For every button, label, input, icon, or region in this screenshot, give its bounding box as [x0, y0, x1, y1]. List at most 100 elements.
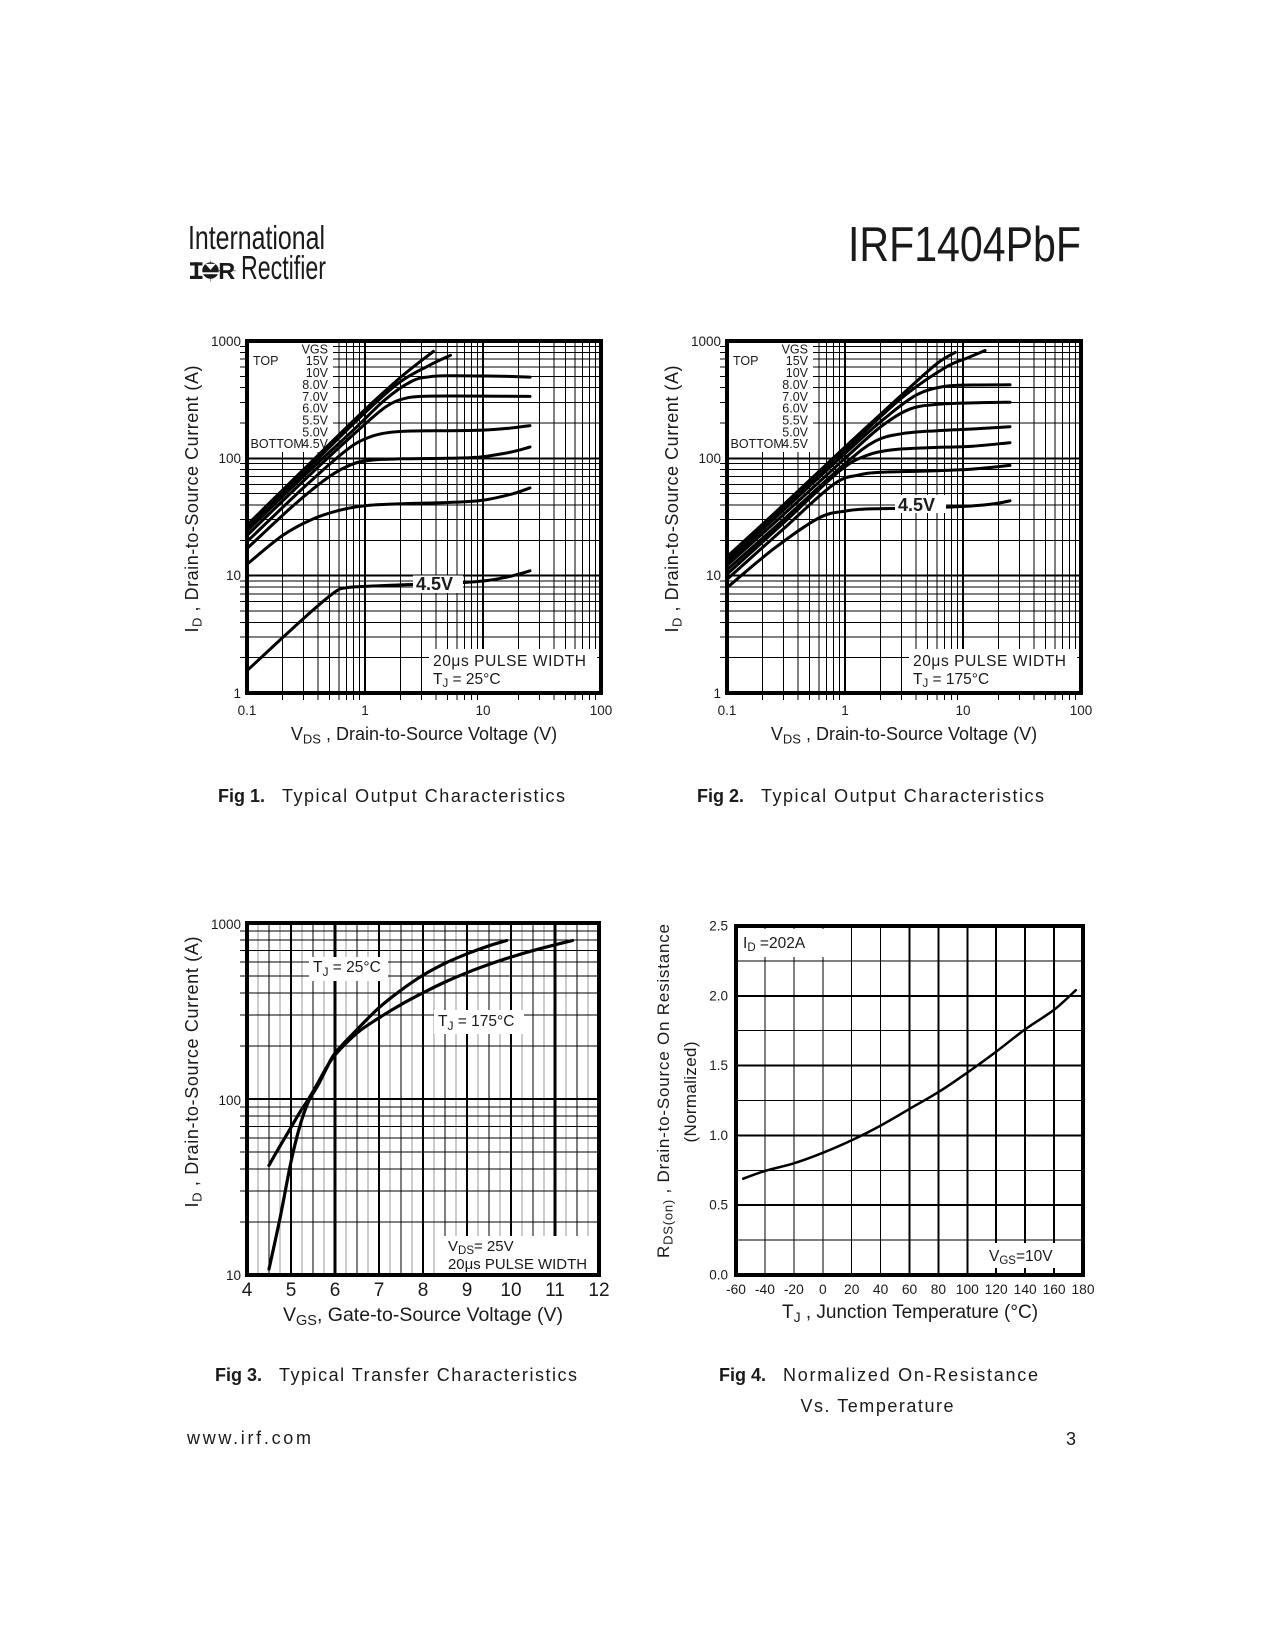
svg-text:Fig 1.: Fig 1.: [218, 786, 265, 806]
svg-text:VGS=10V: VGS=10V: [989, 1248, 1053, 1267]
svg-text:9: 9: [462, 1280, 473, 1301]
svg-text:1: 1: [233, 686, 241, 701]
svg-text:ID , Drain-to-Source Current: ID , Drain-to-Source Current (A): [662, 366, 685, 633]
svg-text:1000: 1000: [211, 917, 241, 932]
svg-text:4: 4: [242, 1280, 253, 1301]
svg-text:4.5V: 4.5V: [416, 574, 453, 594]
svg-text:0.0: 0.0: [709, 1268, 728, 1283]
svg-text:1: 1: [361, 703, 369, 718]
svg-text:10: 10: [226, 1268, 241, 1283]
svg-text:www.irf.com: www.irf.com: [186, 1428, 311, 1448]
svg-text:6.0V: 6.0V: [782, 402, 808, 416]
svg-text:RDS(on) , Drain-to-Source On R: RDS(on) , Drain-to-Source On Resistance: [654, 924, 676, 1258]
svg-text:1.0: 1.0: [709, 1128, 728, 1143]
svg-text:4.5V: 4.5V: [898, 495, 935, 515]
svg-text:VGS: VGS: [302, 342, 328, 356]
svg-text:1.5: 1.5: [709, 1058, 728, 1073]
svg-text:0.1: 0.1: [238, 703, 257, 718]
svg-text:TJ , Junction Temperature (°C): TJ , Junction Temperature (°C): [782, 1302, 1038, 1325]
svg-text:140: 140: [1014, 1282, 1037, 1297]
svg-text:8.0V: 8.0V: [782, 378, 808, 392]
svg-text:TOP: TOP: [733, 354, 758, 368]
svg-text:Normalized On-Resistance: Normalized On-Resistance: [783, 1365, 1038, 1385]
svg-text:ID , Drain-to-Source Current: ID , Drain-to-Source Current (A): [182, 366, 205, 633]
svg-text:VGS: VGS: [782, 342, 808, 356]
svg-text:Fig 4.: Fig 4.: [719, 1365, 766, 1385]
svg-text:5.5V: 5.5V: [302, 414, 328, 428]
svg-text:10: 10: [706, 568, 721, 583]
svg-text:TJ = 175°C: TJ = 175°C: [438, 1013, 514, 1033]
svg-text:15V: 15V: [786, 354, 809, 368]
svg-text:100: 100: [1070, 703, 1093, 718]
svg-text:VGS, Gate-to-Source Voltage (V: VGS, Gate-to-Source Voltage (V): [283, 1304, 563, 1329]
svg-text:VDS= 25V: VDS= 25V: [448, 1238, 514, 1257]
svg-text:ID =202A: ID =202A: [743, 935, 806, 954]
svg-text:Vs. Temperature: Vs. Temperature: [801, 1396, 954, 1416]
svg-text:7.0V: 7.0V: [302, 390, 328, 404]
svg-text:10: 10: [226, 568, 241, 583]
svg-text:100: 100: [218, 451, 241, 466]
svg-text:7.0V: 7.0V: [782, 390, 808, 404]
svg-text:15V: 15V: [306, 354, 329, 368]
svg-text:8.0V: 8.0V: [302, 378, 328, 392]
svg-text:8: 8: [418, 1280, 429, 1301]
svg-text:60: 60: [902, 1282, 918, 1297]
svg-text:Fig 2.: Fig 2.: [697, 786, 744, 806]
svg-text:ID , Drain-to-Source Current: ID , Drain-to-Source Current (A): [182, 937, 205, 1208]
svg-text:20μs PULSE WIDTH: 20μs PULSE WIDTH: [913, 653, 1066, 670]
svg-text:International: International: [188, 219, 325, 256]
svg-text:180: 180: [1071, 1282, 1094, 1297]
svg-text:100: 100: [698, 451, 721, 466]
svg-text:1: 1: [713, 686, 721, 701]
svg-text:Typical Transfer Characteristi: Typical Transfer Characteristics: [279, 1365, 577, 1385]
svg-text:1: 1: [841, 703, 849, 718]
svg-text:4.5V: 4.5V: [782, 437, 808, 451]
svg-text:-20: -20: [784, 1282, 804, 1297]
svg-text:10V: 10V: [306, 366, 329, 380]
svg-text:10: 10: [955, 703, 970, 718]
svg-text:11: 11: [545, 1280, 565, 1301]
svg-text:120: 120: [985, 1282, 1008, 1297]
svg-text:-40: -40: [755, 1282, 775, 1297]
svg-text:100: 100: [956, 1282, 979, 1297]
svg-text:0: 0: [819, 1282, 827, 1297]
svg-text:5.0V: 5.0V: [782, 425, 808, 439]
svg-text:1000: 1000: [211, 334, 241, 349]
svg-text:0.5: 0.5: [709, 1198, 728, 1213]
svg-text:5.0V: 5.0V: [302, 425, 328, 439]
svg-text:40: 40: [873, 1282, 889, 1297]
svg-text:2.0: 2.0: [709, 988, 728, 1003]
svg-text:BOTTOM: BOTTOM: [251, 437, 304, 451]
svg-text:10: 10: [475, 703, 490, 718]
svg-text:20μs PULSE WIDTH: 20μs PULSE WIDTH: [448, 1256, 587, 1273]
svg-text:10: 10: [500, 1280, 521, 1301]
svg-text:7: 7: [374, 1280, 385, 1301]
svg-text:2.5: 2.5: [709, 919, 728, 934]
svg-text:IRF1404PbF: IRF1404PbF: [848, 218, 1081, 272]
svg-text:TOP: TOP: [253, 354, 278, 368]
svg-text:3: 3: [1066, 1429, 1076, 1449]
svg-text:BOTTOM: BOTTOM: [731, 437, 784, 451]
svg-text:Rectifier: Rectifier: [241, 249, 326, 286]
svg-text:Fig 3.: Fig 3.: [215, 1365, 262, 1385]
svg-text:5: 5: [286, 1280, 297, 1301]
svg-text:-60: -60: [726, 1282, 746, 1297]
svg-text:5.5V: 5.5V: [782, 414, 808, 428]
svg-text:100: 100: [218, 1093, 241, 1108]
svg-text:1000: 1000: [691, 334, 721, 349]
svg-text:20μs PULSE WIDTH: 20μs PULSE WIDTH: [433, 653, 586, 670]
svg-text:R: R: [218, 258, 235, 284]
svg-text:20: 20: [844, 1282, 860, 1297]
svg-text:10V: 10V: [786, 366, 809, 380]
svg-text:VDS , Drain-to-Source Voltage: VDS , Drain-to-Source Voltage (V): [771, 724, 1037, 747]
svg-text:4.5V: 4.5V: [302, 437, 328, 451]
svg-text:160: 160: [1043, 1282, 1066, 1297]
svg-text:12: 12: [588, 1280, 609, 1301]
svg-text:VDS , Drain-to-Source Voltage: VDS , Drain-to-Source Voltage (V): [291, 724, 557, 747]
svg-text:0.1: 0.1: [718, 703, 737, 718]
svg-text:6.0V: 6.0V: [302, 402, 328, 416]
svg-text:100: 100: [590, 703, 613, 718]
svg-text:6: 6: [330, 1280, 341, 1301]
svg-text:(Normalized): (Normalized): [681, 1042, 700, 1143]
svg-text:TJ = 25°C: TJ = 25°C: [433, 671, 501, 690]
